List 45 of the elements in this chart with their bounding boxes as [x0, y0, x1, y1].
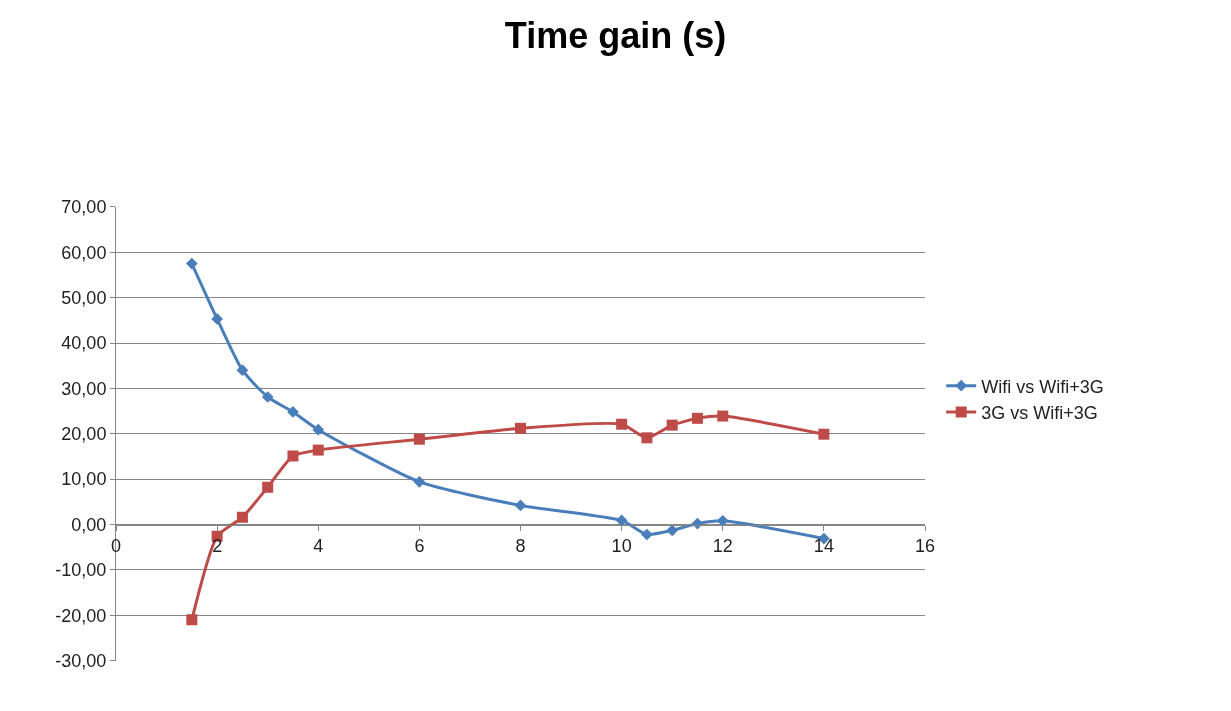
point — [312, 444, 324, 456]
y-tick-label: 40,00 — [61, 333, 107, 354]
point — [514, 499, 527, 512]
point — [616, 418, 628, 430]
point — [717, 410, 729, 422]
point — [641, 528, 653, 541]
y-tick-label: 10,00 — [61, 469, 107, 490]
x-tick-label: 14 — [813, 536, 834, 557]
y-tick-label: 20,00 — [61, 424, 107, 445]
x-tick-label: 0 — [110, 536, 122, 557]
point — [818, 428, 830, 440]
point — [515, 422, 526, 434]
point — [691, 412, 703, 424]
point — [641, 432, 653, 444]
y-tick-label: 70,00 — [61, 197, 107, 218]
point — [312, 423, 325, 436]
x-tick-label: 8 — [515, 536, 526, 557]
point — [236, 511, 248, 523]
y-tick-label: 0,00 — [71, 514, 107, 535]
point — [413, 433, 425, 445]
chart-title: Time gain (s) — [504, 14, 727, 56]
y-tick-label: -20,00 — [55, 605, 107, 626]
x-tick-label: 16 — [914, 536, 936, 557]
y-tick-label: 50,00 — [61, 287, 107, 308]
x-tick-label: 10 — [611, 536, 632, 557]
y-tick-label: 30,00 — [61, 378, 107, 399]
legend-label: Wifi vs Wifi+3G — [981, 376, 1104, 397]
legend-label: 3G vs Wifi+3G — [981, 403, 1098, 424]
x-tick-label: 6 — [414, 536, 425, 557]
x-tick-label: 4 — [313, 536, 324, 557]
point — [287, 450, 299, 462]
point — [413, 476, 426, 488]
point — [236, 364, 249, 377]
point — [666, 524, 679, 537]
y-tick-label: 60,00 — [61, 242, 107, 263]
point — [186, 614, 198, 626]
point — [185, 257, 198, 270]
point — [261, 391, 274, 403]
x-tick-label: 2 — [212, 536, 223, 557]
y-tick-label: -30,00 — [55, 650, 107, 671]
x-tick-label: 12 — [712, 536, 733, 557]
point — [262, 481, 274, 493]
point — [211, 313, 223, 325]
point — [666, 419, 678, 431]
y-tick-label: -10,00 — [55, 560, 107, 581]
